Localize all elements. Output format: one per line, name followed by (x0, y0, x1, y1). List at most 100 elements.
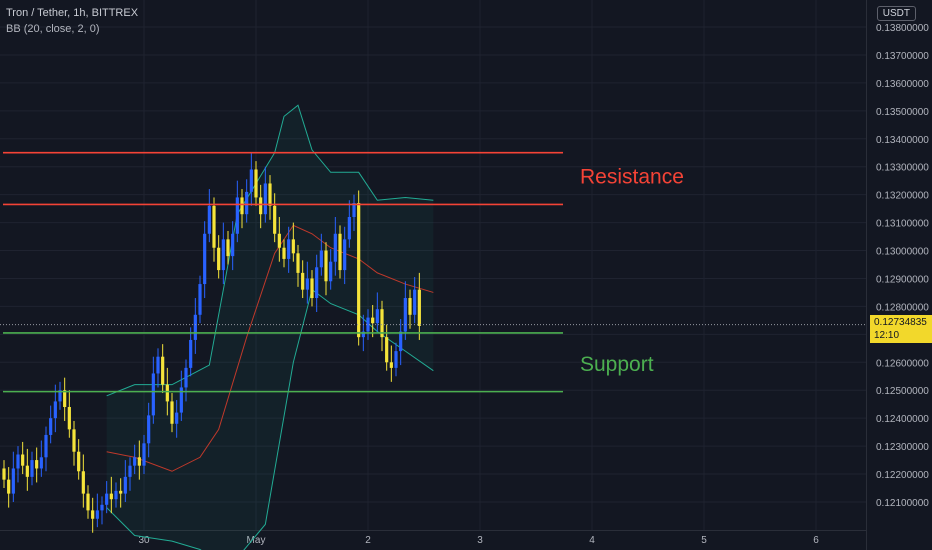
candle-body (259, 197, 263, 215)
last-price-label: 0.12734835 12:10 (870, 315, 932, 343)
candle-body (282, 247, 286, 259)
candle-body (291, 239, 295, 254)
candle-body (217, 247, 221, 271)
candle-body (91, 510, 95, 519)
candle-body (119, 490, 123, 494)
candle-body (277, 233, 281, 248)
candle-body (263, 183, 267, 215)
bar-countdown: 12:10 (874, 330, 900, 341)
candle-body (49, 418, 53, 435)
price-tick-label: 0.13400000 (876, 135, 929, 146)
candle-body (156, 356, 160, 374)
candle-body (212, 205, 216, 248)
candle-body (203, 233, 207, 285)
candle-body (338, 233, 342, 271)
candle-body (105, 493, 109, 505)
candle-body (319, 250, 323, 268)
candle-body (44, 434, 48, 458)
candle-body (333, 233, 337, 262)
time-tick-label: 3 (477, 535, 483, 546)
price-tick-label: 0.12900000 (876, 274, 929, 285)
candle-body (329, 261, 333, 282)
candle-body (375, 309, 379, 324)
candle-body (151, 373, 155, 416)
candle-body (133, 457, 137, 466)
candle-body (81, 471, 85, 494)
price-tick-label: 0.13100000 (876, 219, 929, 230)
bb-fill (106, 105, 434, 550)
price-tick-label: 0.12300000 (876, 442, 929, 453)
candle-body (399, 331, 403, 352)
candle-body (39, 457, 43, 469)
candle-body (287, 239, 291, 259)
candle-body (357, 203, 361, 338)
time-tick-label: 4 (589, 535, 595, 546)
candle-body (305, 278, 309, 290)
candle-body (63, 390, 67, 407)
price-tick-label: 0.12800000 (876, 302, 929, 313)
candle-body (161, 356, 165, 385)
candle-body (394, 351, 398, 368)
candle-body (123, 476, 127, 494)
candle-body (77, 451, 81, 472)
candle-body (417, 289, 421, 326)
currency-button[interactable]: USDT (876, 6, 916, 21)
candle-body (67, 407, 71, 430)
price-tick-label: 0.13000000 (876, 247, 929, 258)
candle-body (380, 309, 384, 338)
candle-body (231, 233, 235, 257)
candle-body (184, 367, 188, 388)
candle-body (170, 401, 174, 424)
candle-body (240, 197, 244, 215)
price-tick-label: 0.13800000 (876, 23, 929, 34)
candle-body (114, 490, 118, 500)
candle-body (21, 454, 25, 466)
indicator-legend: BB (20, close, 2, 0) (6, 23, 100, 35)
price-tick-label: 0.12600000 (876, 358, 929, 369)
candle-body (235, 197, 239, 234)
resistance-label: Resistance (580, 166, 684, 189)
candle-body (147, 415, 151, 444)
candle-body (221, 239, 225, 271)
candle-body (408, 298, 412, 315)
price-tick-label: 0.12100000 (876, 498, 929, 509)
price-tick-label: 0.13500000 (876, 107, 929, 118)
symbol-title: Tron / Tether, 1h, BITTREX (6, 7, 139, 19)
price-tick-label: 0.12200000 (876, 470, 929, 481)
price-tick-label: 0.12400000 (876, 414, 929, 425)
candle-body (296, 253, 300, 273)
candle-body (193, 314, 197, 340)
candle-body (403, 298, 407, 332)
candle-body (142, 443, 146, 466)
candle-body (352, 203, 356, 217)
price-tick-label: 0.13600000 (876, 79, 929, 90)
candle-body (366, 317, 370, 332)
candle-body (385, 337, 389, 363)
time-tick-label: May (247, 535, 266, 546)
candle-body (249, 169, 253, 192)
candle-body (95, 510, 99, 519)
time-tick-label: 30 (138, 535, 150, 546)
time-tick-label: 6 (813, 535, 819, 546)
candle-body (179, 387, 183, 413)
candle-body (245, 191, 249, 215)
candle-body (25, 465, 29, 477)
candle-body (207, 205, 211, 234)
price-tick-label: 0.13300000 (876, 163, 929, 174)
candle-body (109, 493, 113, 500)
candle-body (361, 331, 365, 338)
time-tick-label: 5 (701, 535, 707, 546)
candle-body (11, 468, 15, 494)
candle-body (189, 339, 193, 368)
candle-body (254, 169, 258, 198)
price-tick-label: 0.13200000 (876, 191, 929, 202)
time-tick-label: 2 (365, 535, 371, 546)
candle-body (2, 468, 6, 480)
candle-body (198, 284, 202, 315)
price-tick-label: 0.13700000 (876, 51, 929, 62)
candle-body (310, 278, 314, 299)
candle-body (86, 493, 90, 511)
candle-body (100, 504, 104, 511)
candle-body (389, 362, 393, 368)
